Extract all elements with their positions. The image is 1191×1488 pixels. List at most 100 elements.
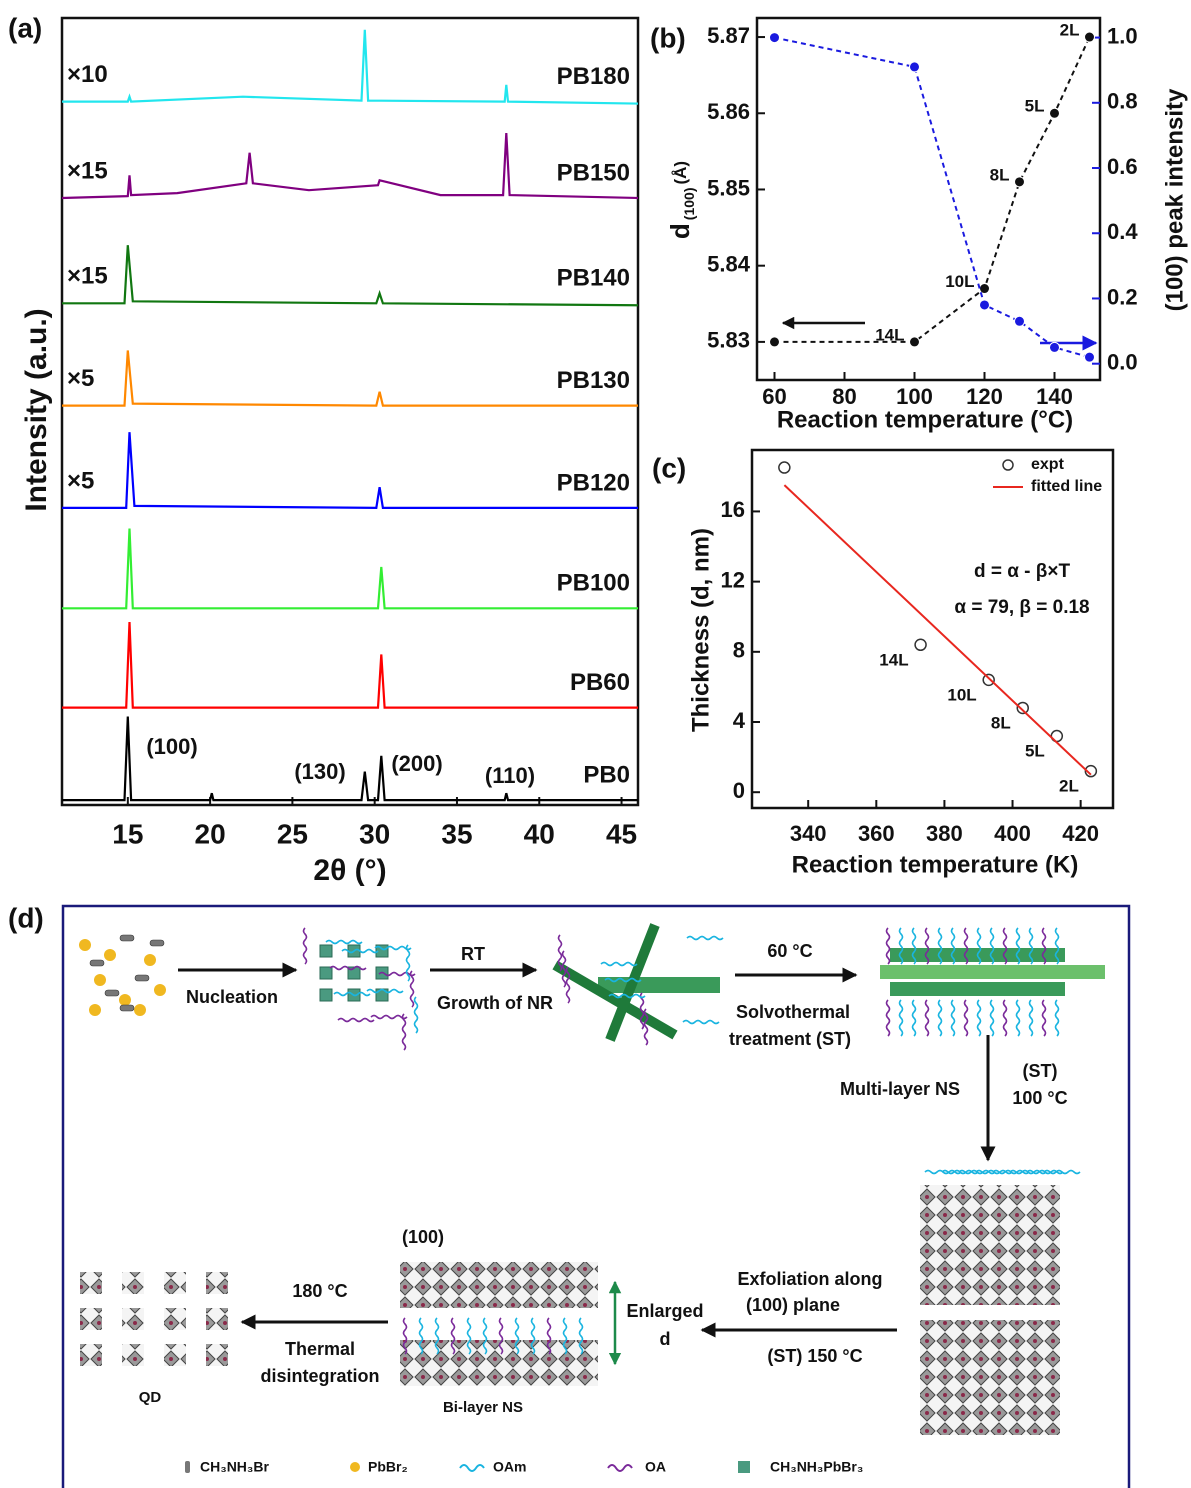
series-name: PB100 bbox=[557, 570, 630, 597]
ligand bbox=[466, 1317, 472, 1355]
point-label: 5L bbox=[1025, 97, 1045, 116]
multilayer-block bbox=[920, 1185, 1060, 1305]
y-tick-label: 8 bbox=[733, 638, 745, 663]
legend-symbol bbox=[185, 1461, 190, 1473]
data-point bbox=[979, 283, 990, 295]
step-label: QD bbox=[139, 1389, 162, 1406]
ligand bbox=[885, 999, 891, 1037]
x-tick-label: 100 bbox=[896, 384, 933, 409]
series-name: PB180 bbox=[557, 63, 630, 90]
legend-label: OAm bbox=[493, 1459, 526, 1475]
legend-label: CH₃NH₃PbBr₃ bbox=[770, 1459, 863, 1475]
x-tick-label: 15 bbox=[112, 818, 143, 849]
panel-label: (c) bbox=[652, 452, 686, 483]
data-point bbox=[769, 336, 780, 348]
ligand bbox=[370, 1014, 408, 1020]
data-point bbox=[909, 336, 920, 348]
precursor bbox=[89, 1004, 101, 1016]
data-point bbox=[1016, 701, 1029, 715]
precursor bbox=[119, 934, 135, 942]
x-tick-label: 60 bbox=[762, 384, 786, 409]
y2-tick-label: 1.0 bbox=[1107, 23, 1138, 48]
series-line bbox=[62, 29, 639, 105]
ligand bbox=[608, 993, 646, 999]
quantum-dot bbox=[122, 1344, 144, 1366]
precursor bbox=[134, 1004, 146, 1016]
ligand bbox=[341, 948, 379, 954]
step-label: Multi-layer NS bbox=[840, 1079, 960, 1099]
ligand bbox=[402, 1317, 408, 1355]
nucleus bbox=[375, 944, 389, 958]
x-axis-label: 2θ (°) bbox=[313, 854, 386, 887]
legend-symbol bbox=[459, 1464, 485, 1472]
x-tick-label: 380 bbox=[926, 821, 963, 846]
point-label: 2L bbox=[1060, 21, 1080, 40]
y-axis-label-part: (Å) bbox=[671, 161, 690, 185]
data-point bbox=[1084, 31, 1095, 43]
y-tick-label: 12 bbox=[721, 567, 745, 592]
ligand bbox=[963, 927, 969, 965]
data-point bbox=[1014, 176, 1025, 188]
precursor bbox=[119, 1004, 135, 1012]
step-label: Exfoliation along bbox=[737, 1269, 882, 1289]
step-label: 180 °C bbox=[292, 1281, 347, 1301]
data-point bbox=[778, 461, 791, 474]
nucleus bbox=[319, 988, 333, 1002]
data-point bbox=[1084, 764, 1098, 778]
y-tick-label: 5.85 bbox=[707, 175, 750, 200]
ligand bbox=[562, 1317, 568, 1355]
ligand bbox=[1041, 927, 1047, 965]
step-label: Bi-layer NS bbox=[443, 1399, 523, 1416]
series-line bbox=[62, 432, 638, 510]
y-axis-label-part: d bbox=[665, 223, 695, 239]
step-label: Solvothermal bbox=[736, 1002, 850, 1022]
ligand bbox=[565, 966, 571, 1004]
series-name: PB130 bbox=[557, 367, 630, 394]
x-tick-label: 45 bbox=[606, 818, 637, 849]
step-label: disintegration bbox=[260, 1366, 379, 1386]
quantum-dot bbox=[80, 1272, 102, 1294]
x-tick-label: 400 bbox=[994, 821, 1031, 846]
step-label: 60 °C bbox=[767, 941, 812, 961]
legend-symbol bbox=[607, 1464, 633, 1472]
precursor bbox=[154, 984, 166, 996]
point-label: 5L bbox=[1025, 742, 1045, 761]
nucleus bbox=[319, 944, 333, 958]
bilayer bbox=[400, 1340, 598, 1386]
step-label: (ST) bbox=[1023, 1061, 1058, 1081]
series-line bbox=[62, 245, 639, 307]
ligand bbox=[337, 1017, 375, 1023]
y2-tick-label: 0.0 bbox=[1107, 350, 1138, 375]
ligand bbox=[1002, 999, 1008, 1037]
ligand bbox=[950, 927, 956, 965]
diagram-frame bbox=[61, 904, 1131, 1488]
y-tick-label: 5.87 bbox=[707, 23, 750, 48]
y-tick-label: 0 bbox=[733, 778, 745, 803]
precursor bbox=[134, 974, 150, 982]
ligand bbox=[482, 1317, 488, 1355]
plot-frame bbox=[60, 16, 640, 807]
y-axis-label: Thickness (d, nm) bbox=[687, 528, 714, 732]
series-multiplier: ×10 bbox=[67, 61, 108, 88]
y-axis-label: Intensity (a.u.) bbox=[20, 308, 53, 511]
legend-label: OA bbox=[645, 1459, 666, 1475]
y-tick-label: 16 bbox=[721, 497, 745, 522]
ligand bbox=[366, 988, 404, 994]
annotation: (130) bbox=[294, 759, 345, 784]
series-line bbox=[774, 36, 1091, 343]
ligand bbox=[682, 1019, 720, 1025]
quantum-dot bbox=[80, 1344, 102, 1366]
series-line bbox=[62, 528, 638, 610]
series-multiplier: ×15 bbox=[67, 157, 108, 184]
ligand bbox=[639, 992, 645, 1030]
point-label: 14L bbox=[879, 650, 908, 669]
quantum-dots bbox=[80, 1272, 228, 1366]
x-tick-label: 340 bbox=[790, 821, 827, 846]
series-line bbox=[62, 350, 638, 407]
ligand bbox=[1043, 1169, 1081, 1175]
y-axis-label-part: (100) bbox=[681, 188, 697, 221]
nanosheets bbox=[880, 948, 1105, 996]
y2-tick-label: 0.2 bbox=[1107, 284, 1138, 309]
precursor bbox=[104, 989, 120, 997]
quantum-dot bbox=[164, 1272, 186, 1294]
